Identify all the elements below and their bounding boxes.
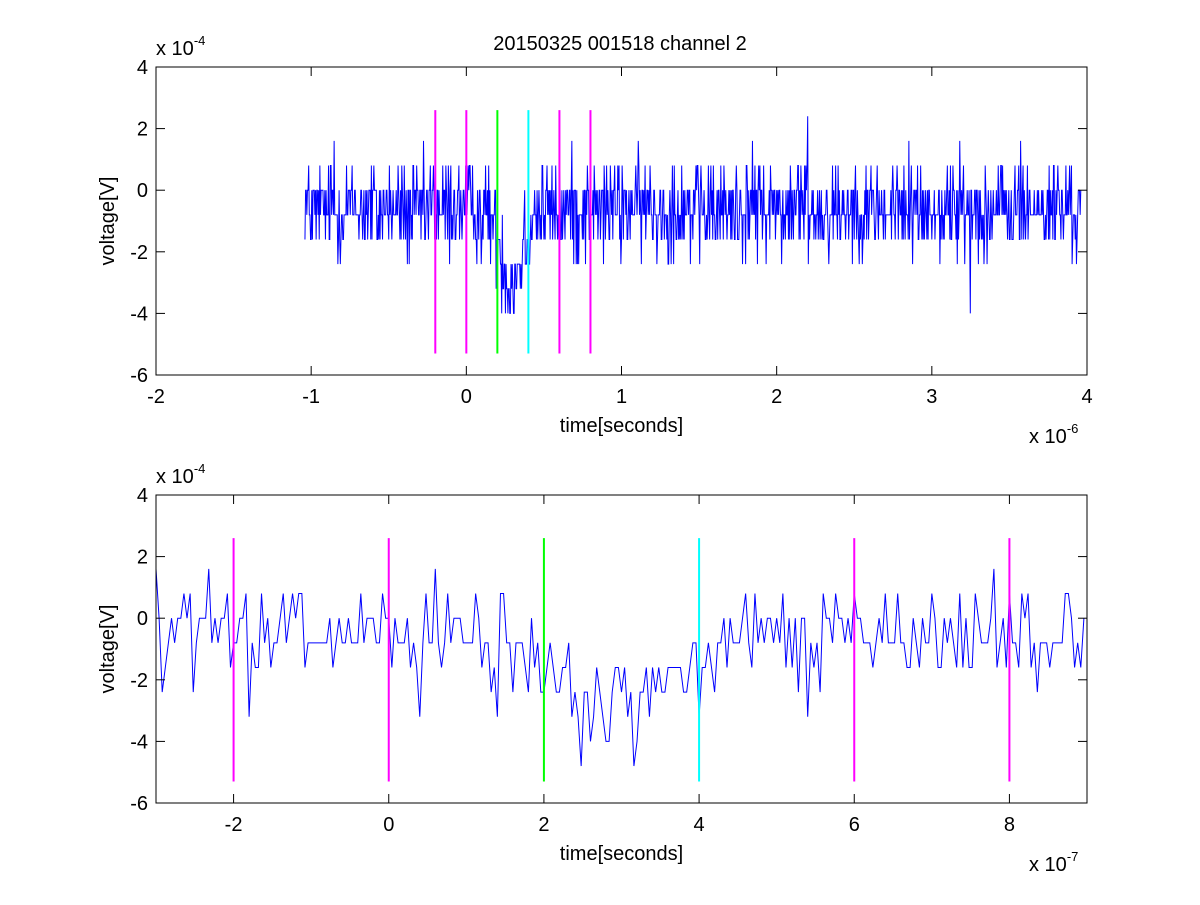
svg-text:x 10-4: x 10-4 xyxy=(156,33,205,60)
top-signal-trace xyxy=(304,116,1082,314)
x-tick-label: -2 xyxy=(225,814,243,836)
x-tick-label: 4 xyxy=(1081,386,1092,408)
figure-title: 20150325 001518 channel 2 xyxy=(493,33,747,55)
top-y-exponent: x 10-4 xyxy=(156,33,205,60)
bottom-marker-lines xyxy=(232,538,1011,782)
bottom-ticks: -2 0 2 4 6 8 -6 -4 -2 0 2 4 xyxy=(130,485,1087,836)
bottom-subplot: -2 0 2 4 6 8 -6 -4 -2 0 2 4 time[seconds] voltage[V… xyxy=(97,461,1088,876)
bottom-y-axis-label: voltage[V] xyxy=(97,605,119,694)
x-tick-label: -1 xyxy=(302,386,320,408)
x-tick-label: 0 xyxy=(461,386,472,408)
x-tick-label: 6 xyxy=(849,814,860,836)
y-tick-label: 4 xyxy=(137,57,148,79)
y-tick-label: -6 xyxy=(130,793,148,815)
y-tick-label: -4 xyxy=(130,303,148,325)
y-tick-label: 2 xyxy=(137,119,148,141)
bottom-x-exponent: x 10-7 xyxy=(1029,849,1078,876)
top-y-axis-label: voltage[V] xyxy=(97,177,119,266)
y-tick-label: 4 xyxy=(137,485,148,507)
bottom-x-axis-label: time[seconds] xyxy=(560,843,683,865)
signal-line xyxy=(304,116,1082,314)
x-tick-label: 1 xyxy=(616,386,627,408)
bottom-signal-trace xyxy=(155,568,1085,767)
x-tick-label: 3 xyxy=(926,386,937,408)
x-tick-label: 2 xyxy=(771,386,782,408)
axes-box xyxy=(155,494,1088,804)
x-tick-label: 0 xyxy=(383,814,394,836)
y-tick-label: -4 xyxy=(130,731,148,753)
y-tick-label: -2 xyxy=(130,670,148,692)
top-subplot: -2 -1 0 1 2 3 4 -6 -4 -2 0 2 4 time[seconds] voltage… xyxy=(97,33,1093,448)
x-tick-label: 8 xyxy=(1004,814,1015,836)
signal-line xyxy=(155,568,1085,767)
top-axes-frame xyxy=(155,66,1088,376)
x-tick-label: 2 xyxy=(538,814,549,836)
top-ticks: -2 -1 0 1 2 3 4 -6 -4 -2 0 2 4 xyxy=(130,57,1092,408)
svg-text:x 10-4: x 10-4 xyxy=(156,461,205,488)
x-tick-label: -2 xyxy=(147,386,165,408)
y-tick-label: 0 xyxy=(137,608,148,630)
top-marker-lines xyxy=(434,110,592,354)
x-tick-label: 4 xyxy=(694,814,705,836)
svg-text:x 10-6: x 10-6 xyxy=(1029,421,1078,448)
top-x-axis-label: time[seconds] xyxy=(560,415,683,437)
y-tick-label: 2 xyxy=(137,547,148,569)
top-x-exponent: x 10-6 xyxy=(1029,421,1078,448)
axes-box xyxy=(155,66,1088,376)
y-tick-label: -6 xyxy=(130,365,148,387)
bottom-y-exponent: x 10-4 xyxy=(156,461,205,488)
svg-text:x 10-7: x 10-7 xyxy=(1029,849,1078,876)
y-tick-label: -2 xyxy=(130,242,148,264)
y-tick-label: 0 xyxy=(137,180,148,202)
bottom-axes-frame xyxy=(155,494,1088,804)
